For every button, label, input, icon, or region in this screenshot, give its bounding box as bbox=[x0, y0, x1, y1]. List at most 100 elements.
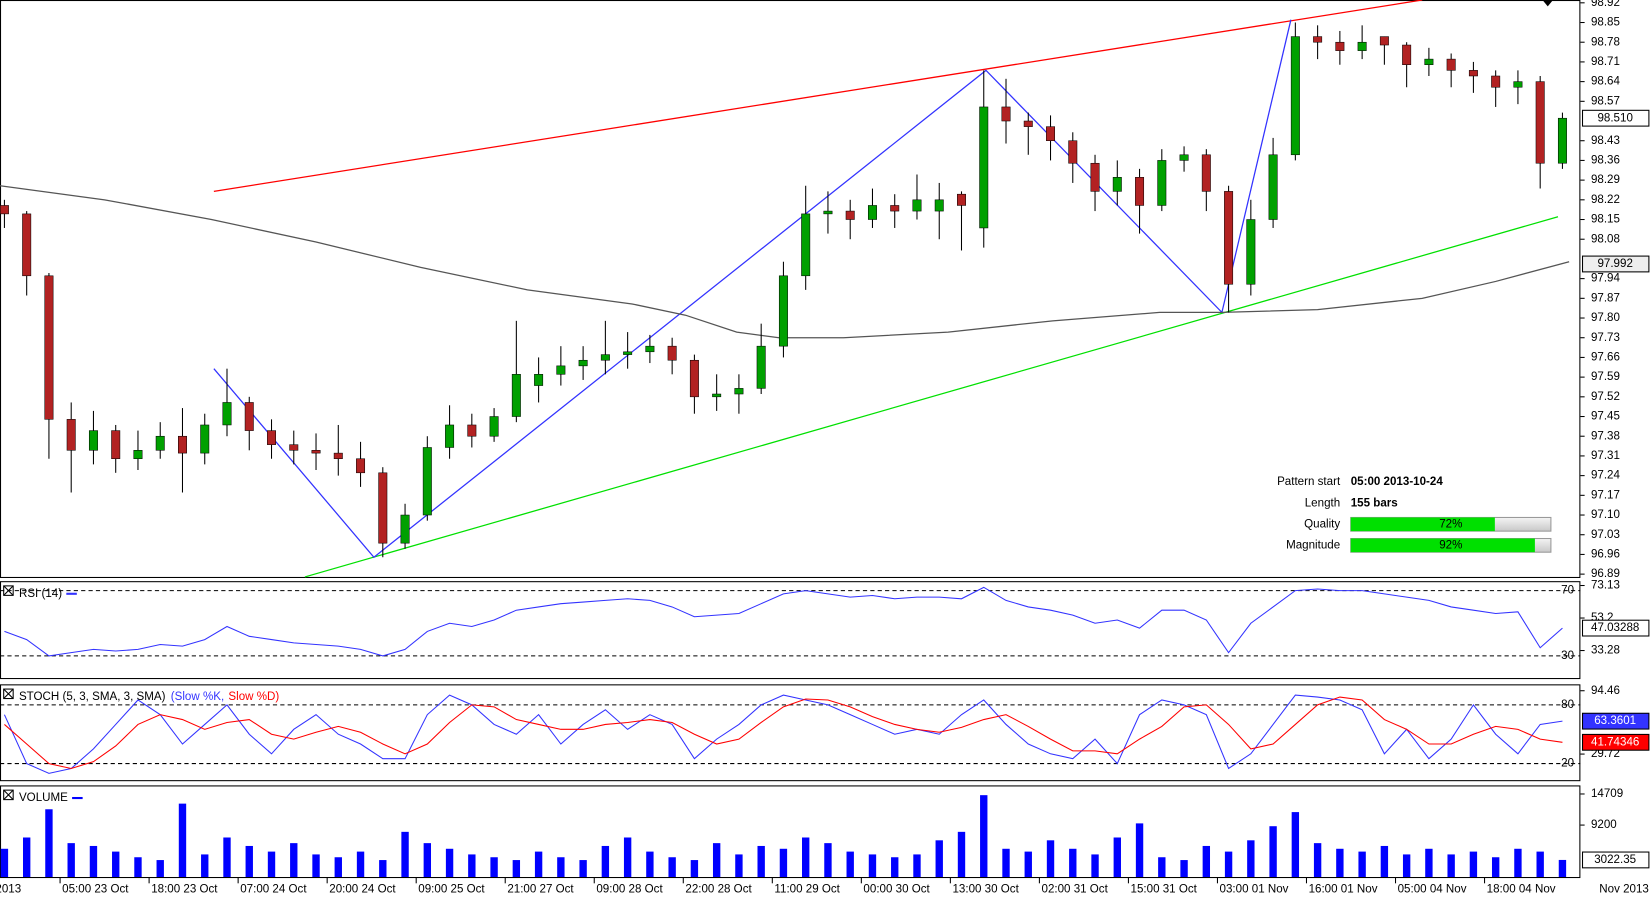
volume-bar bbox=[45, 809, 53, 877]
candle-body bbox=[289, 444, 299, 451]
volume-bar bbox=[1425, 848, 1433, 877]
candle-body bbox=[1179, 154, 1189, 161]
volume-bar bbox=[1514, 848, 1522, 877]
volume-bar bbox=[1469, 851, 1478, 877]
candle-body bbox=[244, 402, 254, 431]
value-box-label: 98.510 bbox=[1597, 112, 1632, 124]
x-tick-label: 09:00 28 Oct bbox=[596, 884, 663, 896]
volume-bar bbox=[1069, 848, 1077, 877]
candle-body bbox=[1513, 81, 1523, 88]
candle-body bbox=[111, 430, 121, 460]
y-tick-label: 96.96 bbox=[1591, 548, 1620, 560]
volume-bar bbox=[490, 857, 498, 877]
candle-body bbox=[1424, 58, 1434, 65]
x-tick-label: 09:00 25 Oct bbox=[418, 884, 485, 896]
volume-bar bbox=[245, 845, 253, 877]
volume-bar bbox=[1336, 848, 1344, 877]
candle-body bbox=[912, 199, 922, 212]
candle-body bbox=[200, 424, 210, 454]
candle-body bbox=[979, 106, 989, 229]
value-box bbox=[1581, 712, 1650, 730]
candle-body bbox=[1491, 75, 1501, 88]
candle-body bbox=[0, 205, 9, 215]
candle-body bbox=[845, 210, 855, 220]
candle-body bbox=[22, 213, 32, 277]
candle-body bbox=[178, 435, 187, 454]
volume-bar bbox=[1402, 854, 1411, 877]
x-tick-label: 05:00 04 Nov bbox=[1398, 884, 1467, 896]
panel-title: STOCH (5, 3, SMA, 3, SMA) bbox=[19, 691, 166, 703]
volume-bar bbox=[312, 854, 320, 877]
candle-body bbox=[1357, 41, 1367, 51]
value-box bbox=[1581, 851, 1650, 869]
volume-bar bbox=[646, 851, 654, 877]
candle-body bbox=[667, 345, 677, 361]
x-tick-label: 13:00 30 Oct bbox=[952, 884, 1019, 896]
x-tick-label: 18:00 04 Nov bbox=[1487, 884, 1556, 896]
y-tick-label: 98.43 bbox=[1591, 135, 1620, 147]
candle-body bbox=[1535, 81, 1545, 164]
y-tick-label: 98.57 bbox=[1591, 95, 1620, 107]
volume-bar bbox=[1269, 826, 1277, 877]
candle-body bbox=[712, 393, 722, 398]
volume-bar bbox=[623, 837, 632, 877]
candle-body bbox=[155, 435, 165, 451]
volume-bar bbox=[178, 803, 187, 877]
candle-body bbox=[623, 351, 633, 355]
y-tick-label: 73.13 bbox=[1591, 580, 1620, 592]
value-box-label: 41.74346 bbox=[1591, 736, 1639, 748]
volume-bar bbox=[112, 851, 120, 877]
volume-bar bbox=[1558, 859, 1567, 877]
level-label: 80 bbox=[1561, 699, 1574, 711]
x-tick-label: 2013 bbox=[0, 884, 21, 896]
x-tick-label: 03:00 01 Nov bbox=[1220, 884, 1289, 896]
volume-bar bbox=[712, 843, 721, 877]
volume-bar bbox=[356, 851, 365, 877]
y-tick-label: 98.08 bbox=[1591, 233, 1620, 245]
y-tick-label: 98.15 bbox=[1591, 214, 1620, 226]
candle-body bbox=[1112, 177, 1122, 192]
candle-body bbox=[1023, 120, 1033, 127]
overlay-line bbox=[213, 19, 1292, 559]
overlay-line bbox=[304, 216, 1559, 578]
volume-bar bbox=[1358, 851, 1366, 877]
volume-bar bbox=[557, 857, 565, 877]
legend-label: Slow %D) bbox=[228, 691, 279, 703]
volume-bar bbox=[668, 857, 676, 877]
volume-bar bbox=[156, 860, 164, 877]
y-tick-label: 98.29 bbox=[1591, 174, 1620, 186]
x-tick-label: 11:00 29 Oct bbox=[774, 884, 840, 896]
y-tick-label: 14709 bbox=[1591, 788, 1623, 800]
scroll-arrow[interactable] bbox=[1542, 0, 1554, 7]
candle-body bbox=[689, 359, 699, 398]
level-label: 30 bbox=[1561, 650, 1574, 662]
volume-bar bbox=[223, 837, 231, 877]
y-tick-label: 97.80 bbox=[1591, 312, 1620, 324]
volume-bar bbox=[579, 860, 587, 877]
candle-body bbox=[1068, 140, 1078, 164]
volume-bar bbox=[980, 795, 988, 877]
candle-body bbox=[1090, 162, 1100, 192]
x-tick-label: 22:00 28 Oct bbox=[685, 884, 752, 896]
candle-body bbox=[88, 430, 98, 451]
y-tick-label: 97.52 bbox=[1591, 391, 1620, 403]
value-box-label: 97.992 bbox=[1597, 258, 1632, 270]
plot-area bbox=[0, 0, 1581, 877]
x-tick-label: 16:00 01 Nov bbox=[1309, 884, 1378, 896]
y-tick-label: 97.45 bbox=[1591, 411, 1620, 423]
volume-bar bbox=[779, 848, 788, 877]
volume-bar bbox=[267, 851, 276, 877]
candle-body bbox=[1446, 58, 1456, 71]
volume-bar bbox=[824, 843, 832, 877]
volume-bar bbox=[1024, 851, 1032, 877]
y-tick-label: 98.85 bbox=[1591, 17, 1620, 29]
legend-label: RSI (14) bbox=[19, 588, 62, 600]
candle-body bbox=[133, 450, 143, 460]
x-tick-label: 20:00 24 Oct bbox=[329, 884, 396, 896]
volume-bar bbox=[1135, 823, 1144, 877]
volume-bar bbox=[957, 831, 966, 877]
y-tick-label: 94.46 bbox=[1591, 685, 1620, 697]
series-line bbox=[3, 694, 1563, 774]
candle-body bbox=[378, 472, 388, 544]
